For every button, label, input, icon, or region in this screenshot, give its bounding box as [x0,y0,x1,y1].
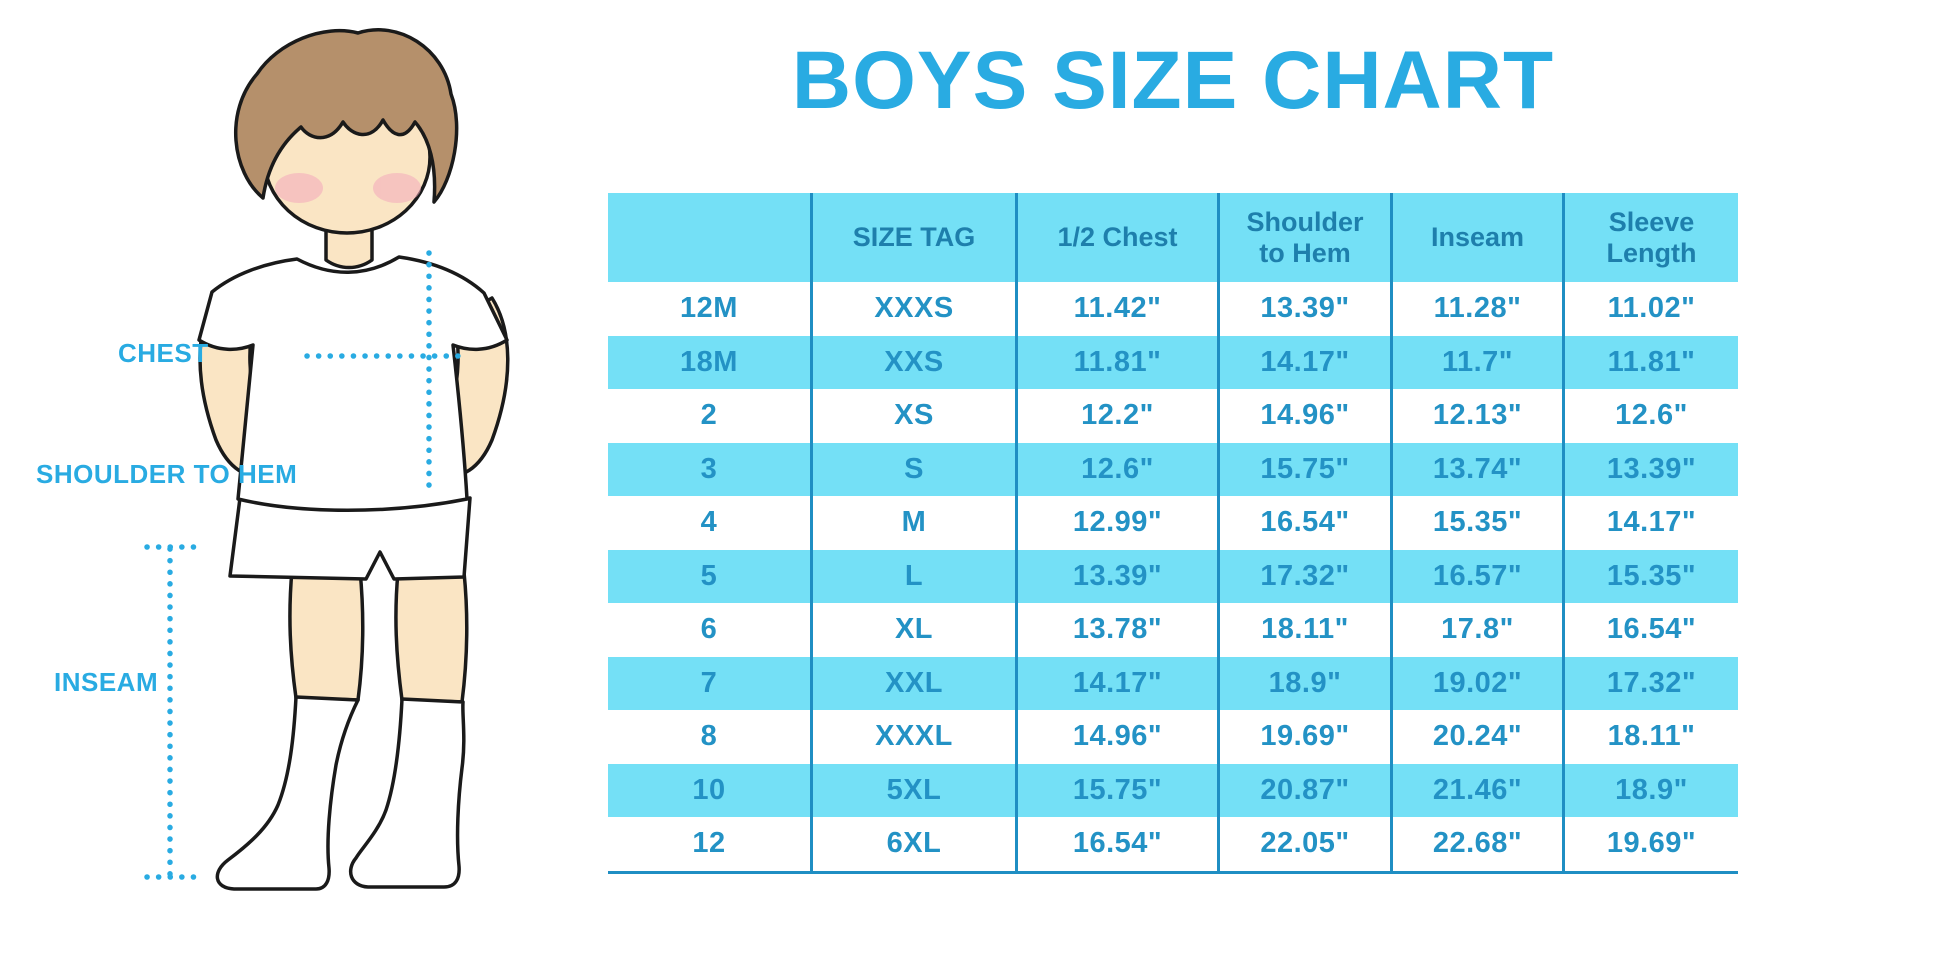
table-cell: 10 [608,763,813,817]
table-cell: 16.54" [1220,496,1393,550]
table-cell: 13.39" [1220,282,1393,336]
table-cell: 12.6" [1018,442,1220,496]
table-row: 4 M 12.99" 16.54" 15.35" 14.17" [608,496,1738,550]
table-cell: 5XL [813,763,1018,817]
table-cell: 17.32" [1220,549,1393,603]
table-cell: 18.11" [1607,720,1696,753]
boy-illustration: CHEST SHOULDER TO HEM INSEAM [0,0,560,973]
table-row: SIZE TAG 1/2 Chest Shoulder to Hem Inseam Sl… [608,193,1738,282]
table-cell: L [813,549,1018,603]
table-cell: 21.46" [1393,763,1565,817]
boy-left-thigh [288,568,365,702]
table-cell: XS [813,389,1018,443]
table-cell: XXXS [813,282,1018,336]
table-row: 12 6XL 16.54" 22.05" 22.68" 19.69" [608,817,1738,871]
boy-hair [233,28,459,204]
table-cell: 15.75" [1220,442,1393,496]
size-table: SIZE TAG 1/2 Chest Shoulder to Hem Inseam Sl… [608,193,1738,874]
inseam-label: INSEAM [54,667,159,697]
table-cell: 12M [608,282,813,336]
table-row: 6 XL 13.78" 18.11" 17.8" 16.54" [608,603,1738,657]
table-cell: 15.35" [1606,559,1697,592]
table-cell: 22.05" [1220,817,1393,871]
column-header: Sleeve Length [1606,207,1697,268]
table-cell: XXXL [813,710,1018,764]
table-cell: 18.9" [1615,773,1688,806]
table-cell: 13.39" [1018,549,1220,603]
table-cell: 12.13" [1393,389,1565,443]
table-row: 8 XXXL 14.96" 19.69" 20.24" 18.11" [608,710,1738,764]
table-row: 5 L 13.39" 17.32" 16.57" 15.35" [608,549,1738,603]
boy-left-sock [215,695,360,891]
column-header: Shoulder to Hem [1220,193,1393,282]
boy-cheek-left [275,173,323,203]
table-cell: 11.81" [1018,335,1220,389]
table-cell: 13.39" [1606,452,1697,485]
table-cell: 15.75" [1018,763,1220,817]
table-cell: 19.69" [1220,710,1393,764]
page-title: BOYS SIZE CHART [791,35,1555,126]
table-cell: 16.54" [1606,613,1697,646]
column-header: Inseam [1393,193,1565,282]
table-cell: 13.74" [1393,442,1565,496]
table-cell: 20.24" [1393,710,1565,764]
shoulder-to-hem-label: SHOULDER TO HEM [36,459,298,489]
table-cell: 12.99" [1018,496,1220,550]
chest-label: CHEST [118,338,209,368]
table-cell: XXS [813,335,1018,389]
table-cell: 11.42" [1018,282,1220,336]
table-row: 18M XXS 11.81" 14.17" 11.7" 11.81" [608,335,1738,389]
table-cell: 2 [608,389,813,443]
table-cell: 18.11" [1220,603,1393,657]
boy-cheek-right [373,173,421,203]
table-cell: 17.8" [1393,603,1565,657]
boy-right-sock [348,697,466,889]
table-cell: 6XL [813,817,1018,871]
table-cell: 19.02" [1393,656,1565,710]
table-cell: 12 [608,817,813,871]
table-cell: 18M [608,335,813,389]
table-cell: 7 [608,656,813,710]
table-cell: 14.17" [1606,506,1697,539]
column-header: SIZE TAG [813,193,1018,282]
table-cell: 11.7" [1393,335,1565,389]
table-cell: 14.17" [1018,656,1220,710]
table-cell: 8 [608,710,813,764]
table-cell: 20.87" [1220,763,1393,817]
table-row: 3 S 12.6" 15.75" 13.74" 13.39" [608,442,1738,496]
table-cell: 14.96" [1018,710,1220,764]
table-cell: 16.57" [1393,549,1565,603]
table-cell: 14.96" [1220,389,1393,443]
column-header [608,193,813,282]
table-cell: S [813,442,1018,496]
table-cell: 11.02" [1607,292,1696,325]
boy-illustration-svg [144,28,510,891]
table-cell: 11.28" [1393,282,1565,336]
table-cell: XXL [813,656,1018,710]
boy-right-thigh [394,570,469,704]
table-row: 2 XS 12.2" 14.96" 12.13" 12.6" [608,389,1738,443]
table-cell: 17.32" [1606,666,1697,699]
table-row: 12M XXXS 11.42" 13.39" 11.28" 11.02" [608,282,1738,336]
table-cell: 14.17" [1220,335,1393,389]
table-cell: 3 [608,442,813,496]
table-cell: M [813,496,1018,550]
table-cell: 5 [608,549,813,603]
table-cell: 22.68" [1393,817,1565,871]
table-cell: 12.6" [1615,399,1688,432]
table-cell: 18.9" [1220,656,1393,710]
table-cell: 4 [608,496,813,550]
table-cell: 19.69" [1606,827,1697,860]
column-header: 1/2 Chest [1018,193,1220,282]
table-cell: 13.78" [1018,603,1220,657]
table-cell: 6 [608,603,813,657]
table-row: 7 XXL 14.17" 18.9" 19.02" 17.32" [608,656,1738,710]
table-cell: XL [813,603,1018,657]
table-row: 10 5XL 15.75" 20.87" 21.46" 18.9" [608,763,1738,817]
table-cell: 11.81" [1607,345,1696,378]
table-cell: 15.35" [1393,496,1565,550]
table-cell: 16.54" [1018,817,1220,871]
table-cell: 12.2" [1018,389,1220,443]
